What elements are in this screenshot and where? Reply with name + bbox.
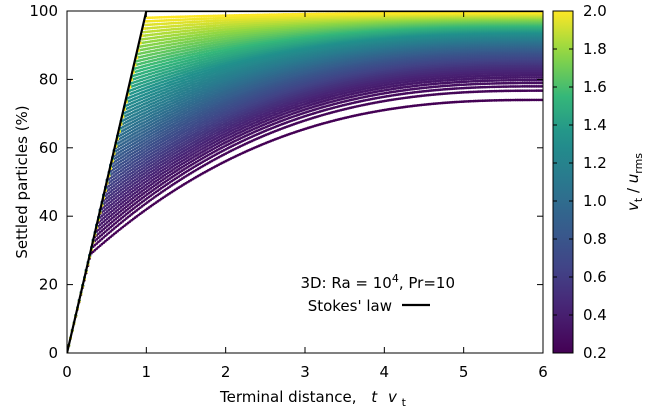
colorbar: 0.2 0.4 0.6 0.8 1.0 1.2 1.4 1.6 1.8 2.0: [552, 2, 607, 362]
curve-series: [67, 78, 543, 353]
curve-series: [67, 76, 543, 353]
curve-series: [67, 89, 543, 353]
curve-series: [67, 71, 543, 353]
stokes-law-line: [67, 11, 543, 353]
colorbar-tick-label: 1.6: [583, 78, 607, 96]
y-axis: 0 20 40 60 80 100: [29, 2, 543, 362]
x-tick-label: 4: [380, 363, 390, 381]
colorbar-tick-label: 2.0: [583, 2, 607, 20]
x-tick-label: 3: [300, 363, 310, 381]
colorbar-tick-label: 1.2: [583, 154, 607, 172]
y-tick-label: 0: [48, 344, 58, 362]
data-curves: [67, 11, 543, 353]
y-tick-label: 60: [39, 139, 58, 157]
y-tick-label: 40: [39, 207, 58, 225]
colorbar-label: vt / urms: [624, 153, 645, 211]
x-tick-label: 1: [142, 363, 152, 381]
colorbar-tick-label: 1.8: [583, 40, 607, 58]
colorbar-tick-label: 1.4: [583, 116, 607, 134]
x-axis-label: Terminal distance, t v t: [219, 388, 407, 409]
y-tick-label: 20: [39, 276, 58, 294]
colorbar-tick-label: 0.4: [583, 306, 607, 324]
y-axis-label: Settled particles (%): [13, 105, 31, 258]
colorbar-tick-label: 0.8: [583, 230, 607, 248]
legend-entry-stokes-law: Stokes' law: [308, 297, 392, 315]
x-tick-label: 2: [221, 363, 231, 381]
curve-series: [67, 98, 543, 353]
colorbar-tick-label: 0.2: [583, 344, 607, 362]
y-tick-label: 80: [39, 70, 58, 88]
annotation-ra-pr: 3D: Ra = 104, Pr=10: [300, 272, 455, 292]
curve-series: [67, 69, 543, 353]
colorbar-tick-label: 0.6: [583, 268, 607, 286]
x-tick-label: 5: [459, 363, 469, 381]
y-tick-label: 100: [29, 2, 58, 20]
colorbar-tick-label: 1.0: [583, 192, 607, 210]
stokes-law-line-group: [67, 11, 543, 353]
x-axis: 0 1 2 3 4 5 6: [62, 11, 548, 381]
curve-series: [67, 85, 543, 353]
x-tick-label: 6: [538, 363, 548, 381]
colorbar-gradient: [553, 11, 573, 353]
x-tick-label: 0: [62, 363, 72, 381]
colorbar-ticks: 0.2 0.4 0.6 0.8 1.0 1.2 1.4 1.6 1.8 2.0: [553, 2, 607, 362]
curve-series: [67, 81, 543, 353]
colorbar-frame: [552, 10, 574, 354]
legend: Stokes' law: [308, 297, 430, 315]
